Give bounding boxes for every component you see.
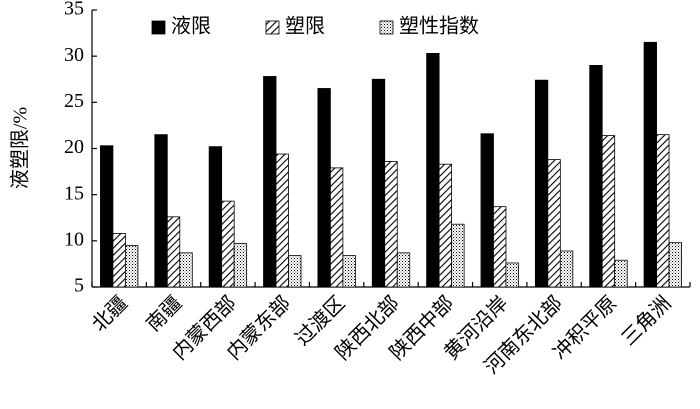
y-tick-label: 10 [64,228,84,250]
bar [668,242,682,288]
bar [342,255,356,288]
y-tick-label: 35 [64,0,84,20]
bar [384,161,398,288]
bar [505,262,519,288]
legend-swatch [151,20,166,35]
bar [263,76,277,288]
bar [179,252,193,288]
legend-label: 塑性指数 [399,15,479,38]
bar [589,65,603,288]
bar [125,245,139,288]
y-tick-label: 15 [64,182,84,204]
legend-label: 塑限 [285,15,325,38]
bar [656,134,670,288]
y-tick-label: 5 [74,275,84,297]
legend-swatch [379,20,394,35]
bar [317,88,331,288]
bar [614,259,628,288]
bar [154,134,168,288]
legend-label: 液限 [171,15,211,38]
legend-swatch [265,20,280,35]
x-tick-label: 南疆 [142,292,187,337]
bar [438,163,453,288]
y-tick-label: 20 [64,136,84,158]
bar [275,153,289,288]
x-tick-label: 三角洲 [617,292,676,351]
bar [559,250,574,288]
bar [100,145,114,288]
bar [426,52,440,288]
bar [233,243,248,288]
bar [221,200,235,288]
bar [166,216,181,288]
bar [643,41,657,288]
bar [208,146,223,288]
x-tick-label: 北疆 [87,292,132,337]
bar [534,79,549,288]
bar [601,135,616,288]
bar [547,159,561,288]
y-tick-label: 25 [64,90,84,112]
y-axis-label: 液塑限/% [9,107,32,189]
bar [371,78,386,288]
bar [480,133,494,288]
y-tick-label: 30 [64,44,84,66]
bar [451,223,465,288]
bar [396,252,411,288]
bar [493,206,507,288]
bar [288,255,302,288]
bar [329,167,344,288]
bar [112,233,126,288]
